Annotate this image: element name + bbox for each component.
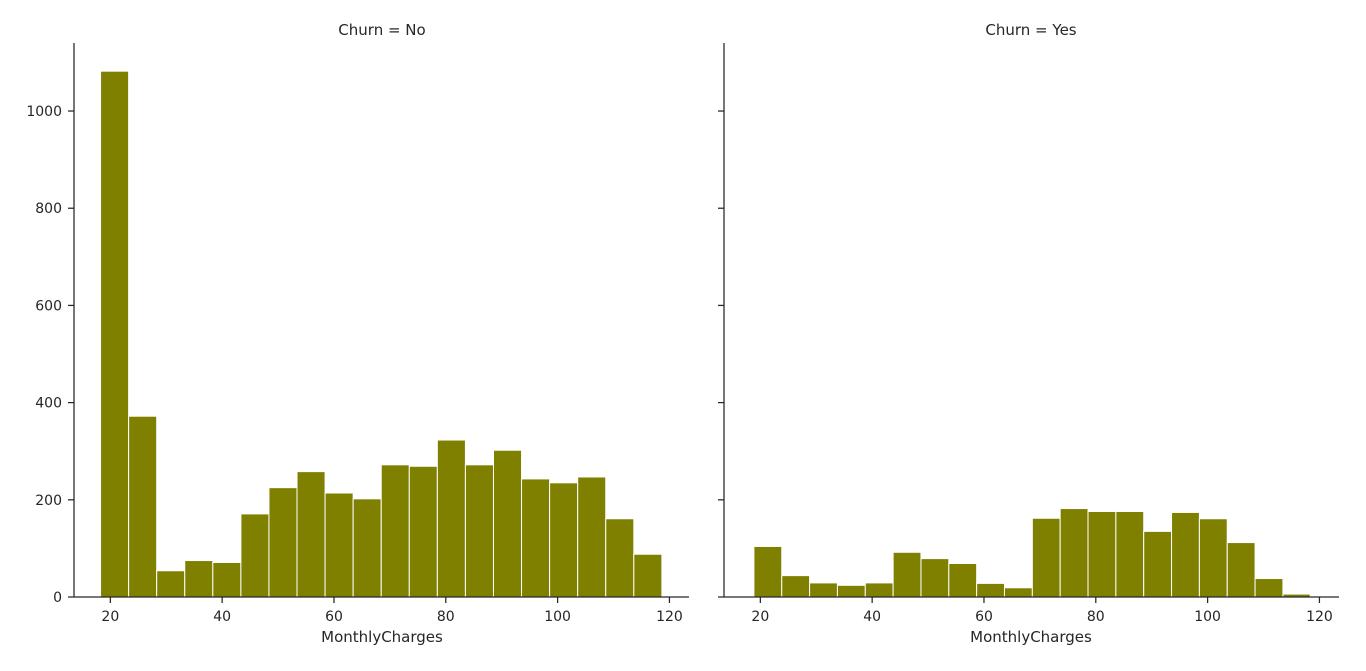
- histogram-bar: [521, 478, 551, 598]
- histogram-bar: [753, 545, 783, 598]
- y-tick-label: 600: [35, 298, 62, 314]
- x-axis-label: MonthlyCharges: [970, 628, 1092, 646]
- histogram-bar: [184, 560, 214, 598]
- x-tick-label: 40: [863, 609, 881, 625]
- x-tick-label: 120: [1306, 609, 1333, 625]
- histogram-bar: [380, 464, 410, 598]
- bars-group: [753, 508, 1311, 598]
- x-tick-label: 20: [101, 609, 119, 625]
- panel-churn-yes: Churn = Yes 20 40 60 80 100 120 MonthlyCharge…: [718, 21, 1339, 646]
- histogram-bar: [1254, 578, 1284, 598]
- histogram-bar: [577, 476, 607, 598]
- y-tick-label: 400: [35, 396, 62, 412]
- histogram-bar: [240, 513, 270, 598]
- histogram-bar: [549, 482, 579, 598]
- histogram-bar: [1087, 510, 1117, 598]
- x-tick-label: 60: [975, 609, 993, 625]
- histogram-bar: [948, 562, 978, 598]
- histogram-bar: [892, 551, 922, 598]
- panel-churn-no: Churn = No 0 200 400 600 800 1000 20 40 60 80 100 1…: [26, 21, 689, 646]
- x-tick-label: 80: [1087, 609, 1105, 625]
- x-tick-label: 100: [544, 609, 571, 625]
- histogram-bar: [408, 465, 438, 598]
- histogram-bar: [296, 471, 326, 598]
- histogram-bar: [212, 561, 242, 598]
- x-tick-label: 100: [1194, 609, 1221, 625]
- histogram-bar: [633, 553, 663, 598]
- histogram-bar: [1031, 517, 1061, 598]
- x-axis-label: MonthlyCharges: [321, 628, 443, 646]
- histogram-bar: [1171, 511, 1200, 598]
- histogram-bar: [809, 582, 838, 598]
- x-tick-label: 80: [437, 609, 455, 625]
- histogram-bar: [324, 492, 354, 598]
- x-tick-label: 40: [213, 609, 231, 625]
- histogram-bar: [128, 415, 158, 598]
- histogram-bar: [352, 498, 382, 598]
- histogram-bar: [864, 582, 894, 598]
- axes-group: 20 40 60 80 100 120: [718, 43, 1339, 625]
- y-tick-label: 0: [53, 590, 62, 606]
- histogram-bar: [920, 558, 950, 598]
- panel-title: Churn = No: [338, 21, 425, 39]
- histogram-bar: [268, 487, 298, 598]
- panel-title: Churn = Yes: [985, 21, 1076, 39]
- histogram-bar: [156, 570, 186, 598]
- bars-group: [100, 70, 663, 598]
- y-tick-label: 200: [35, 493, 62, 509]
- x-tick-label: 20: [751, 609, 769, 625]
- histogram-bar: [1143, 530, 1173, 598]
- histogram-bar: [100, 70, 130, 598]
- y-tick-label: 800: [35, 201, 62, 217]
- histogram-bar: [836, 584, 866, 598]
- histogram-bar: [464, 464, 494, 598]
- histogram-bar: [1003, 587, 1033, 598]
- histogram-bar: [1198, 518, 1228, 598]
- histogram-bar: [436, 439, 466, 598]
- x-tick-label: 120: [656, 609, 683, 625]
- histogram-bar: [1059, 508, 1089, 598]
- histogram-bar: [1226, 542, 1256, 598]
- x-tick-label: 60: [325, 609, 343, 625]
- y-tick-label: 1000: [26, 104, 62, 120]
- histogram-bar: [781, 575, 811, 598]
- histogram-bar: [492, 449, 523, 598]
- histogram-bar: [976, 582, 1005, 598]
- axes-group: 0 200 400 600 800 1000 20 40 60 80 100 120: [26, 43, 689, 625]
- histogram-bar: [1115, 510, 1145, 598]
- histogram-bar: [605, 518, 635, 598]
